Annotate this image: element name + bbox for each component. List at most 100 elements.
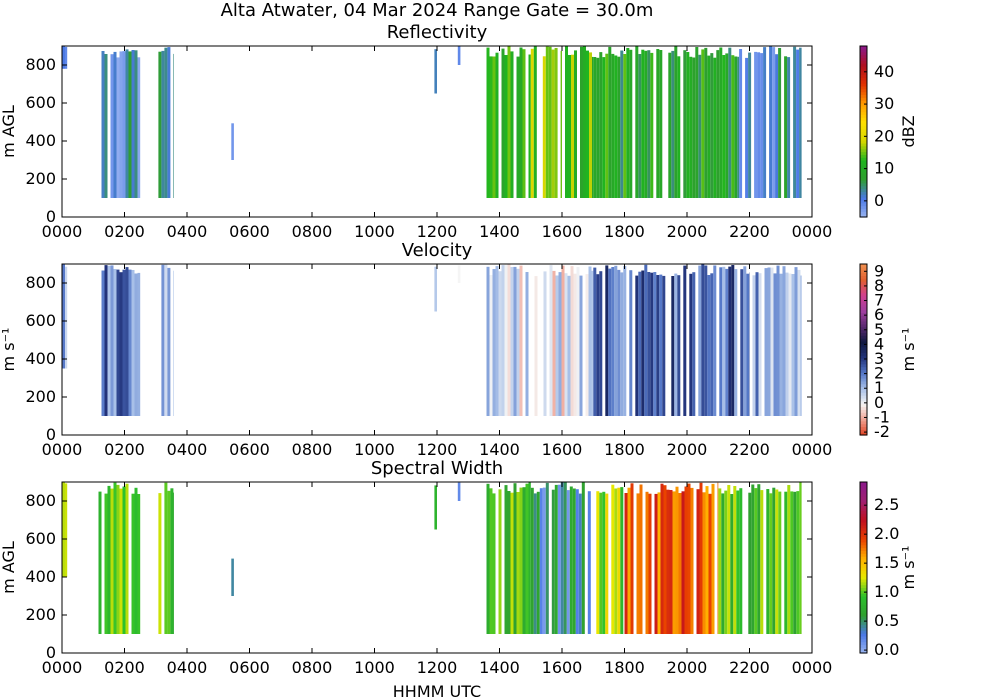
data-cell [572,488,576,634]
panel-title: Reflectivity [387,22,488,43]
data-cell [689,273,693,416]
colorbar-swatch [860,420,867,425]
colorbar-swatch [860,194,867,198]
colorbar-swatch [860,289,867,294]
data-cell [617,487,621,634]
data-cell [530,48,534,198]
data-cell [770,267,774,416]
colorbar-swatch [860,343,867,348]
data-cell [677,56,681,198]
data-cell [620,487,624,634]
data-cell [563,482,567,634]
colorbar-swatch [860,541,867,546]
data-cell [800,275,802,416]
data-cell [650,272,654,416]
data-cell [799,47,802,199]
colorbar-swatch [860,386,867,390]
data-cell [689,56,693,198]
data-cell [758,273,762,416]
data-cell [772,487,776,634]
data-cell [107,265,111,416]
colorbar-swatch [860,544,867,549]
data-cell [675,486,679,634]
data-cell [779,273,783,416]
y-tick-label: 600 [25,529,56,548]
colorbar-swatch [860,524,867,529]
x-axis-label: HHMM UTC [393,682,481,700]
data-cell [125,483,129,634]
x-tick-label: 0400 [167,658,208,677]
colorbar-swatch [860,142,867,147]
data-cell [739,49,743,198]
data-cell [122,269,126,416]
colorbar-swatch [860,100,867,104]
data-cell [516,268,520,416]
data-cell [507,264,511,416]
colorbar-swatch [860,412,867,416]
colorbar-swatch [860,501,867,506]
data-cell [569,486,573,634]
data-cell [707,55,711,198]
data-cell [641,49,645,199]
colorbar-swatch [860,383,867,388]
colorbar-swatch [860,487,867,492]
data-cell [101,270,105,416]
colorbar-swatch [860,174,867,178]
data-cell [787,485,791,634]
data-cell [775,54,779,199]
colorbar-swatch [860,426,867,430]
data-cell [659,50,663,198]
colorbar-swatch [860,584,867,589]
colorbar-swatch [860,366,867,371]
data-cell [623,54,627,198]
data-cell [754,51,758,199]
data-cell [796,491,800,634]
data-cell [617,269,621,416]
data-cell [125,267,129,416]
colorbar-swatch [860,417,867,422]
data-cell [519,265,523,416]
data-cell [722,55,726,198]
x-tick-label: 2000 [667,658,708,677]
colorbar-swatch [860,615,867,620]
colorbar-swatch [860,338,867,342]
data-cell [570,266,574,416]
data-cell [745,57,749,199]
data-cell [677,275,681,416]
colorbar-swatch [860,51,867,56]
data-cell [681,491,685,634]
y-axis-label: m s⁻¹ [0,328,18,372]
colorbar-swatch [860,179,867,184]
data-cell [122,486,126,634]
colorbar-frame [859,263,868,436]
data-cell [522,487,526,634]
data-cell [528,54,531,198]
data-cell [173,270,174,416]
data-cell [692,272,696,416]
colorbar-swatch [860,630,867,634]
x-tick-label: 1800 [604,440,645,459]
data-cell [549,265,553,416]
data-cell [489,488,493,634]
colorbar-swatch [860,85,867,90]
data-cell [674,273,678,416]
colorbar-swatch [860,598,867,603]
data-cell [746,273,750,416]
data-cell [530,487,534,634]
colorbar-swatch [860,286,867,291]
data-cell [110,54,114,199]
colorbar-swatch [860,409,867,413]
colorbar-swatch [860,593,867,597]
data-cell [565,46,568,198]
data-cell [719,47,723,198]
colorbar-swatch [860,423,867,428]
data-cell [542,487,546,634]
data-cell [501,265,505,416]
colorbar-tick-label: 0 [874,393,884,412]
colorbar-tick-label: 40 [874,62,894,81]
data-cell [585,274,589,416]
colorbar-swatch [860,111,867,115]
data-cell [522,49,526,199]
